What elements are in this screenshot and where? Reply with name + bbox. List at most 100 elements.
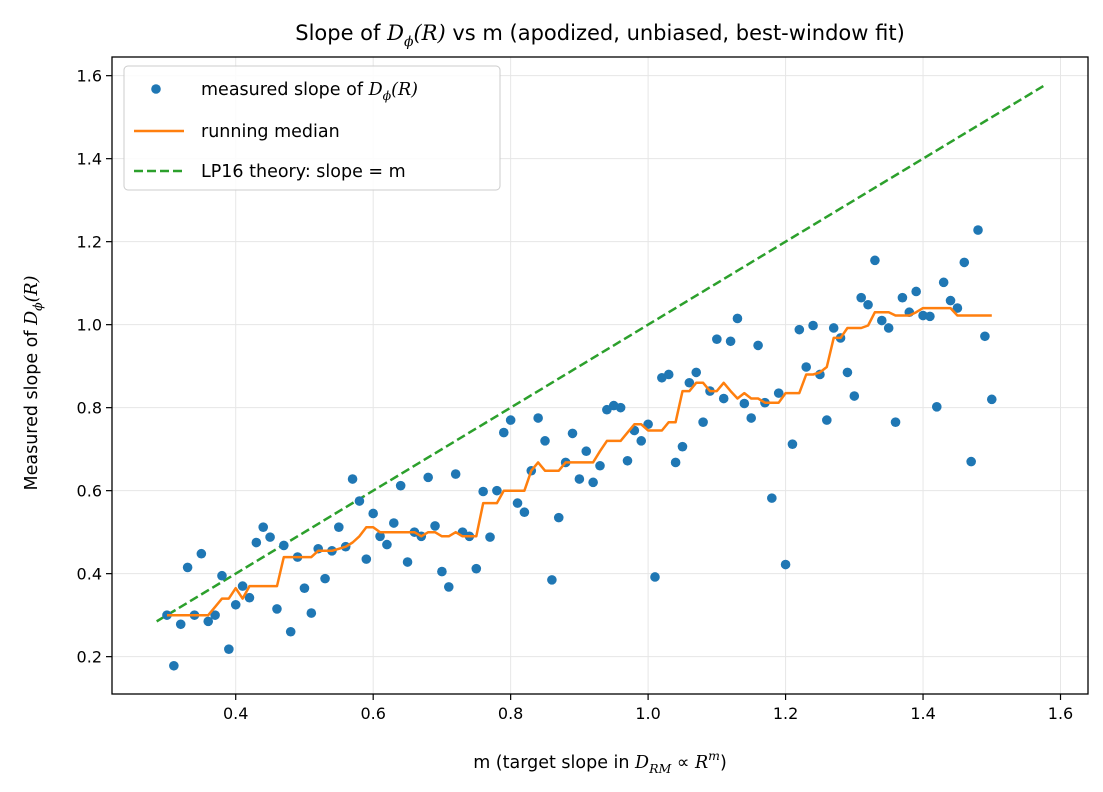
scatter-point <box>182 562 193 573</box>
scatter-point <box>306 608 317 618</box>
scatter-point <box>395 480 406 491</box>
scatter-point <box>973 225 983 235</box>
scatter-point <box>980 331 990 342</box>
scatter-point <box>492 485 502 496</box>
y-tick-label: 0.2 <box>77 648 102 667</box>
scatter-point <box>471 563 482 574</box>
x-tick-label: 0.8 <box>498 704 523 723</box>
scatter-point <box>773 388 784 398</box>
theory-line <box>156 84 1044 623</box>
y-axis-label-math-main: D <box>22 311 42 326</box>
scatter-point <box>636 436 647 446</box>
y-tick-label: 1.4 <box>77 150 102 169</box>
x-tick-label: 0.6 <box>360 704 385 723</box>
scatter-point <box>615 402 626 413</box>
scatter-point <box>877 315 887 326</box>
scatter-point <box>389 518 399 528</box>
legend-label-measured-math-sub: ϕ <box>383 88 392 103</box>
scatter-point <box>443 582 454 592</box>
y-tick-label: 1.6 <box>77 67 102 86</box>
x-axis-label-math-main: D <box>634 753 649 773</box>
scatter-point <box>382 539 392 550</box>
scatter-point <box>540 436 550 446</box>
scatter-point <box>801 362 811 372</box>
scatter-point <box>230 599 241 610</box>
scatter-point <box>334 522 344 532</box>
scatter-point <box>849 391 860 401</box>
scatter-point <box>299 583 310 593</box>
x-tick-label: 0.4 <box>223 704 248 723</box>
scatter-point <box>450 469 461 479</box>
x-axis-label-rel: ∝ <box>671 753 695 773</box>
y-axis-label-math-sub: ϕ <box>30 302 45 311</box>
scatter-point <box>931 402 942 412</box>
scatter-point <box>595 460 605 471</box>
scatter-point <box>746 413 757 423</box>
scatter-point <box>684 377 695 388</box>
scatter-point <box>856 292 866 303</box>
scatter-point <box>533 413 543 423</box>
x-axis-label-post: ) <box>720 753 727 773</box>
scatter-point <box>822 415 832 425</box>
scatter-point <box>622 455 633 466</box>
scatter-point <box>725 336 736 347</box>
scatter-point <box>505 415 516 425</box>
y-axis-label: Measured slope of Dϕ(R) <box>22 275 45 490</box>
scatter-point <box>402 557 413 567</box>
x-axis-label: m (target slope in DRM ∝ Rm) <box>473 748 727 776</box>
chart-title-pre: Slope of <box>295 21 387 45</box>
scatter-point <box>553 512 564 523</box>
chart-title: Slope of Dϕ(R) vs m (apodized, unbiased,… <box>295 21 905 50</box>
legend: measured slope of Dϕ(R) running median L… <box>123 65 501 191</box>
scatter-point <box>265 532 275 542</box>
scatter-point <box>959 257 970 268</box>
scatter-point <box>986 394 997 405</box>
scatter-point <box>945 295 956 306</box>
scatter-point <box>870 255 880 266</box>
legend-label-running-median: running median <box>201 122 340 142</box>
scatter-point <box>423 472 433 483</box>
scatter-point <box>272 604 282 614</box>
y-axis: 0.2 0.4 0.6 0.8 1.0 1.2 1.4 1.6 <box>77 67 112 667</box>
legend-label-measured-math-arg: (R) <box>391 80 418 100</box>
scatter-point <box>567 428 578 439</box>
legend-label-theory: LP16 theory: slope = m <box>201 162 406 182</box>
legend-label-measured: measured slope of Dϕ(R) <box>201 80 418 103</box>
legend-box <box>123 65 501 191</box>
y-axis-label-math-arg: (R) <box>22 275 42 302</box>
scatter-point <box>203 616 214 627</box>
scatter-point <box>354 496 365 506</box>
chart-title-math-sub: ϕ <box>404 34 414 50</box>
scatter-point <box>574 474 585 484</box>
scatter-point <box>863 299 873 310</box>
scatter-point <box>911 286 921 297</box>
scatter-point <box>663 369 674 380</box>
scatter-point <box>175 619 186 630</box>
scatter-point <box>828 323 839 333</box>
scatter-point <box>787 439 798 449</box>
running-median-line <box>167 306 992 617</box>
scatter-point <box>739 398 750 409</box>
scatter-point <box>650 572 660 582</box>
scatter-point <box>169 660 179 671</box>
scatter-point <box>210 610 220 620</box>
x-axis-label-math-sub: RM <box>648 761 672 776</box>
scatter-point <box>732 313 743 324</box>
plot-area <box>156 84 1044 671</box>
scatter-point <box>519 507 530 518</box>
scatter-point <box>512 498 523 508</box>
scatter-point <box>883 323 894 333</box>
scatter-point <box>237 581 248 591</box>
scatter-point <box>258 522 269 532</box>
x-tick-label: 1.2 <box>773 704 798 723</box>
x-axis-label-math-base: R <box>694 753 708 773</box>
scatter-point <box>952 303 963 313</box>
scatter-point <box>643 419 653 430</box>
scatter-point <box>368 508 378 519</box>
chart-title-math-main: D <box>386 21 404 45</box>
scatter-point <box>712 334 722 344</box>
chart-title-math-arg: (R) <box>413 21 445 45</box>
scatter-point <box>224 644 234 654</box>
scatter-point <box>842 367 853 378</box>
